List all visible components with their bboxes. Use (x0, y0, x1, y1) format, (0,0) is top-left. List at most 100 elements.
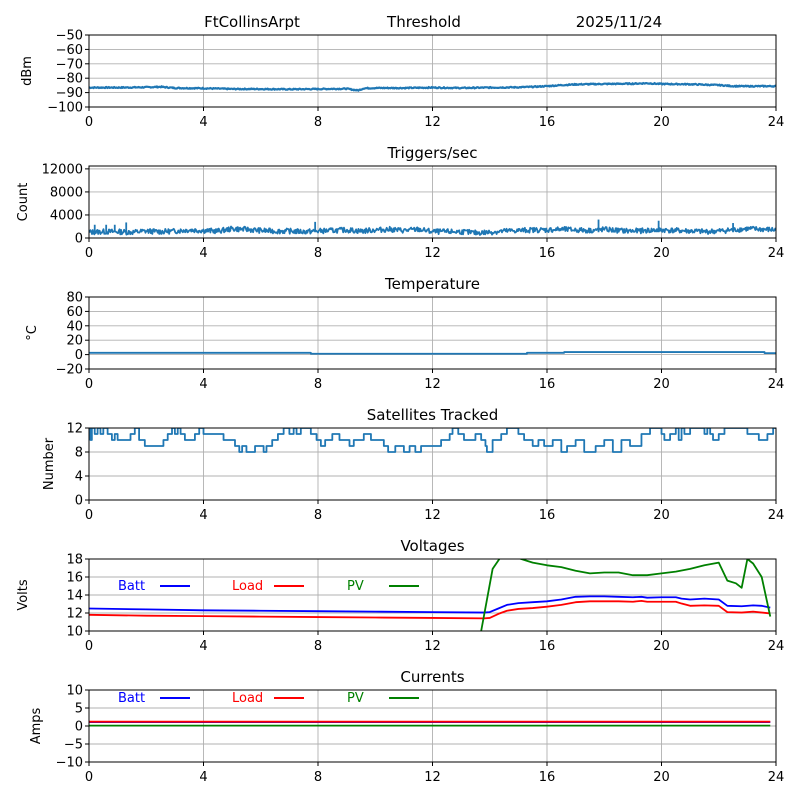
panel-title: Voltages (400, 537, 464, 555)
y-tick-label: 40 (66, 319, 83, 334)
y-tick-label: 12000 (42, 162, 83, 177)
series-line-threshold (89, 81, 776, 92)
x-tick-label: 8 (314, 115, 322, 130)
x-tick-label: 12 (424, 508, 441, 523)
legend-label-pv: PV (347, 691, 364, 706)
x-tick-label: 12 (424, 246, 441, 261)
x-tick-label: 0 (85, 639, 93, 654)
x-tick-label: 12 (424, 639, 441, 654)
x-tick-label: 4 (199, 246, 207, 261)
series-group (89, 720, 771, 727)
x-tick-label: 20 (653, 246, 670, 261)
x-tick-label: 4 (199, 115, 207, 130)
series-group (89, 81, 776, 92)
x-tick-label: 0 (85, 770, 93, 785)
x-tick-label: 20 (653, 770, 670, 785)
x-tick-label: 8 (314, 377, 322, 392)
y-tick-label: 12 (66, 422, 83, 437)
y-tick-label: 5 (75, 702, 83, 717)
x-tick-label: 24 (768, 508, 785, 523)
x-tick-label: 4 (199, 639, 207, 654)
y-tick-label: 10 (66, 684, 83, 699)
legend-label-batt: Batt (118, 691, 145, 706)
y-tick-label: 8000 (50, 185, 83, 200)
y-tick-label: 0 (75, 494, 83, 509)
x-tick-label: 24 (768, 377, 785, 392)
x-tick-label: 24 (768, 770, 785, 785)
x-tick-label: 16 (539, 639, 556, 654)
legend-label-load: Load (232, 579, 263, 594)
x-tick-label: 8 (314, 508, 322, 523)
x-tick-label: 16 (539, 115, 556, 130)
x-tick-label: 0 (85, 246, 93, 261)
y-tick-label: 20 (66, 334, 83, 349)
series-group (89, 428, 776, 453)
y-tick-label: 10 (66, 625, 83, 640)
y-tick-label: 14 (66, 589, 83, 604)
y-tick-label: 12 (66, 607, 83, 622)
y-axis-label: Count (16, 183, 31, 222)
y-tick-label: 0 (75, 232, 83, 247)
header-station: FtCollinsArpt (204, 13, 300, 31)
x-tick-label: 4 (199, 377, 207, 392)
y-tick-label: −80 (56, 72, 83, 87)
y-tick-label: 0 (75, 720, 83, 735)
x-tick-label: 8 (314, 639, 322, 654)
series-line-pv (480, 559, 772, 631)
y-axis-label: Amps (29, 707, 44, 744)
series-line-satellites (89, 428, 776, 453)
panel-satellites: 0 4 8 12 16 20 24 0 4 8 12 Number Satellites Tracked (42, 406, 784, 523)
panel-title: Currents (400, 668, 464, 686)
y-tick-label: −10 (56, 756, 83, 771)
x-tick-label: 8 (314, 246, 322, 261)
series-group (89, 219, 776, 236)
y-tick-label: −100 (47, 101, 83, 116)
y-axis-label: Volts (16, 579, 31, 611)
panel-title: Triggers/sec (387, 144, 478, 162)
y-tick-label: −50 (56, 29, 83, 44)
x-tick-label: 0 (85, 115, 93, 130)
x-tick-label: 0 (85, 377, 93, 392)
x-tick-label: 0 (85, 508, 93, 523)
x-tick-label: 4 (199, 770, 207, 785)
panel-title: Satellites Tracked (367, 406, 498, 424)
y-axis-label: dBm (20, 56, 35, 86)
y-tick-label: −60 (56, 43, 83, 58)
y-axis-label: °C (25, 325, 40, 341)
panel-title: Temperature (384, 275, 480, 293)
series-group (89, 559, 772, 631)
x-tick-label: 8 (314, 770, 322, 785)
y-tick-label: 18 (66, 553, 83, 568)
x-tick-label: 20 (653, 639, 670, 654)
y-tick-label: −20 (56, 363, 83, 378)
x-tick-label: 12 (424, 770, 441, 785)
x-tick-label: 16 (539, 770, 556, 785)
series-line-load (89, 599, 771, 620)
panel-voltages: 0 4 8 12 16 20 24 10 12 14 16 18 Volts Voltages Batt Lo… (16, 537, 784, 654)
y-tick-label: 0 (75, 348, 83, 363)
x-tick-label: 16 (539, 508, 556, 523)
x-tick-label: 24 (768, 639, 785, 654)
x-tick-label: 20 (653, 115, 670, 130)
y-tick-label: 16 (66, 571, 83, 586)
y-tick-label: 4000 (50, 208, 83, 223)
y-tick-label: 80 (66, 291, 83, 306)
legend-label-batt: Batt (118, 579, 145, 594)
y-tick-label: 60 (66, 305, 83, 320)
series-line-triggers (89, 225, 776, 236)
legend-label-load: Load (232, 691, 263, 706)
series-line-batt (89, 595, 771, 614)
x-tick-label: 20 (653, 508, 670, 523)
header-mode: Threshold (386, 13, 461, 31)
series-line-temperature (89, 351, 776, 355)
legend-label-pv: PV (347, 579, 364, 594)
panel-triggers: 0 4 8 12 16 20 24 0 4000 8000 12000 Count Triggers/s… (16, 144, 784, 261)
x-tick-label: 24 (768, 246, 785, 261)
y-tick-label: 4 (75, 470, 83, 485)
y-tick-label: 8 (75, 446, 83, 461)
x-tick-label: 24 (768, 115, 785, 130)
x-tick-label: 4 (199, 508, 207, 523)
